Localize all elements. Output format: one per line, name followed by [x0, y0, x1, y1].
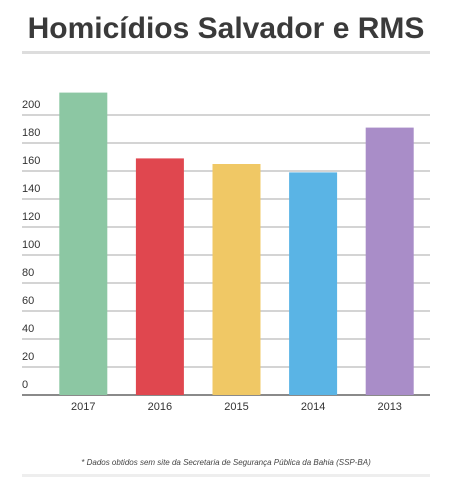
x-tick-label: 2014 — [301, 401, 325, 413]
y-tick-label: 160 — [22, 155, 40, 167]
y-tick-label: 20 — [22, 351, 34, 363]
footnote: * Dados obtidos sem site da Secretaria d… — [81, 458, 371, 467]
x-tick-label: 2017 — [71, 401, 95, 413]
x-tick-label: 2015 — [224, 401, 248, 413]
y-tick-label: 140 — [22, 183, 40, 195]
bar — [135, 158, 184, 395]
bar — [289, 172, 338, 395]
y-tick-label: 100 — [22, 239, 40, 251]
bottom-rule — [22, 474, 430, 477]
chart-title: Homicídios Salvador e RMS — [28, 12, 425, 45]
y-tick-label: 80 — [22, 267, 34, 279]
y-tick-label: 200 — [22, 99, 40, 111]
y-tick-label: 60 — [22, 295, 34, 307]
y-tick-label: 0 — [22, 379, 28, 391]
bar — [365, 127, 414, 395]
y-tick-label: 180 — [22, 127, 40, 139]
bar — [212, 164, 261, 395]
y-tick-label: 40 — [22, 323, 34, 335]
bar — [59, 92, 108, 395]
x-tick-label: 2016 — [148, 401, 172, 413]
x-tick-label: 2013 — [377, 401, 401, 413]
title-rule — [22, 51, 430, 54]
y-tick-label: 120 — [22, 211, 40, 223]
